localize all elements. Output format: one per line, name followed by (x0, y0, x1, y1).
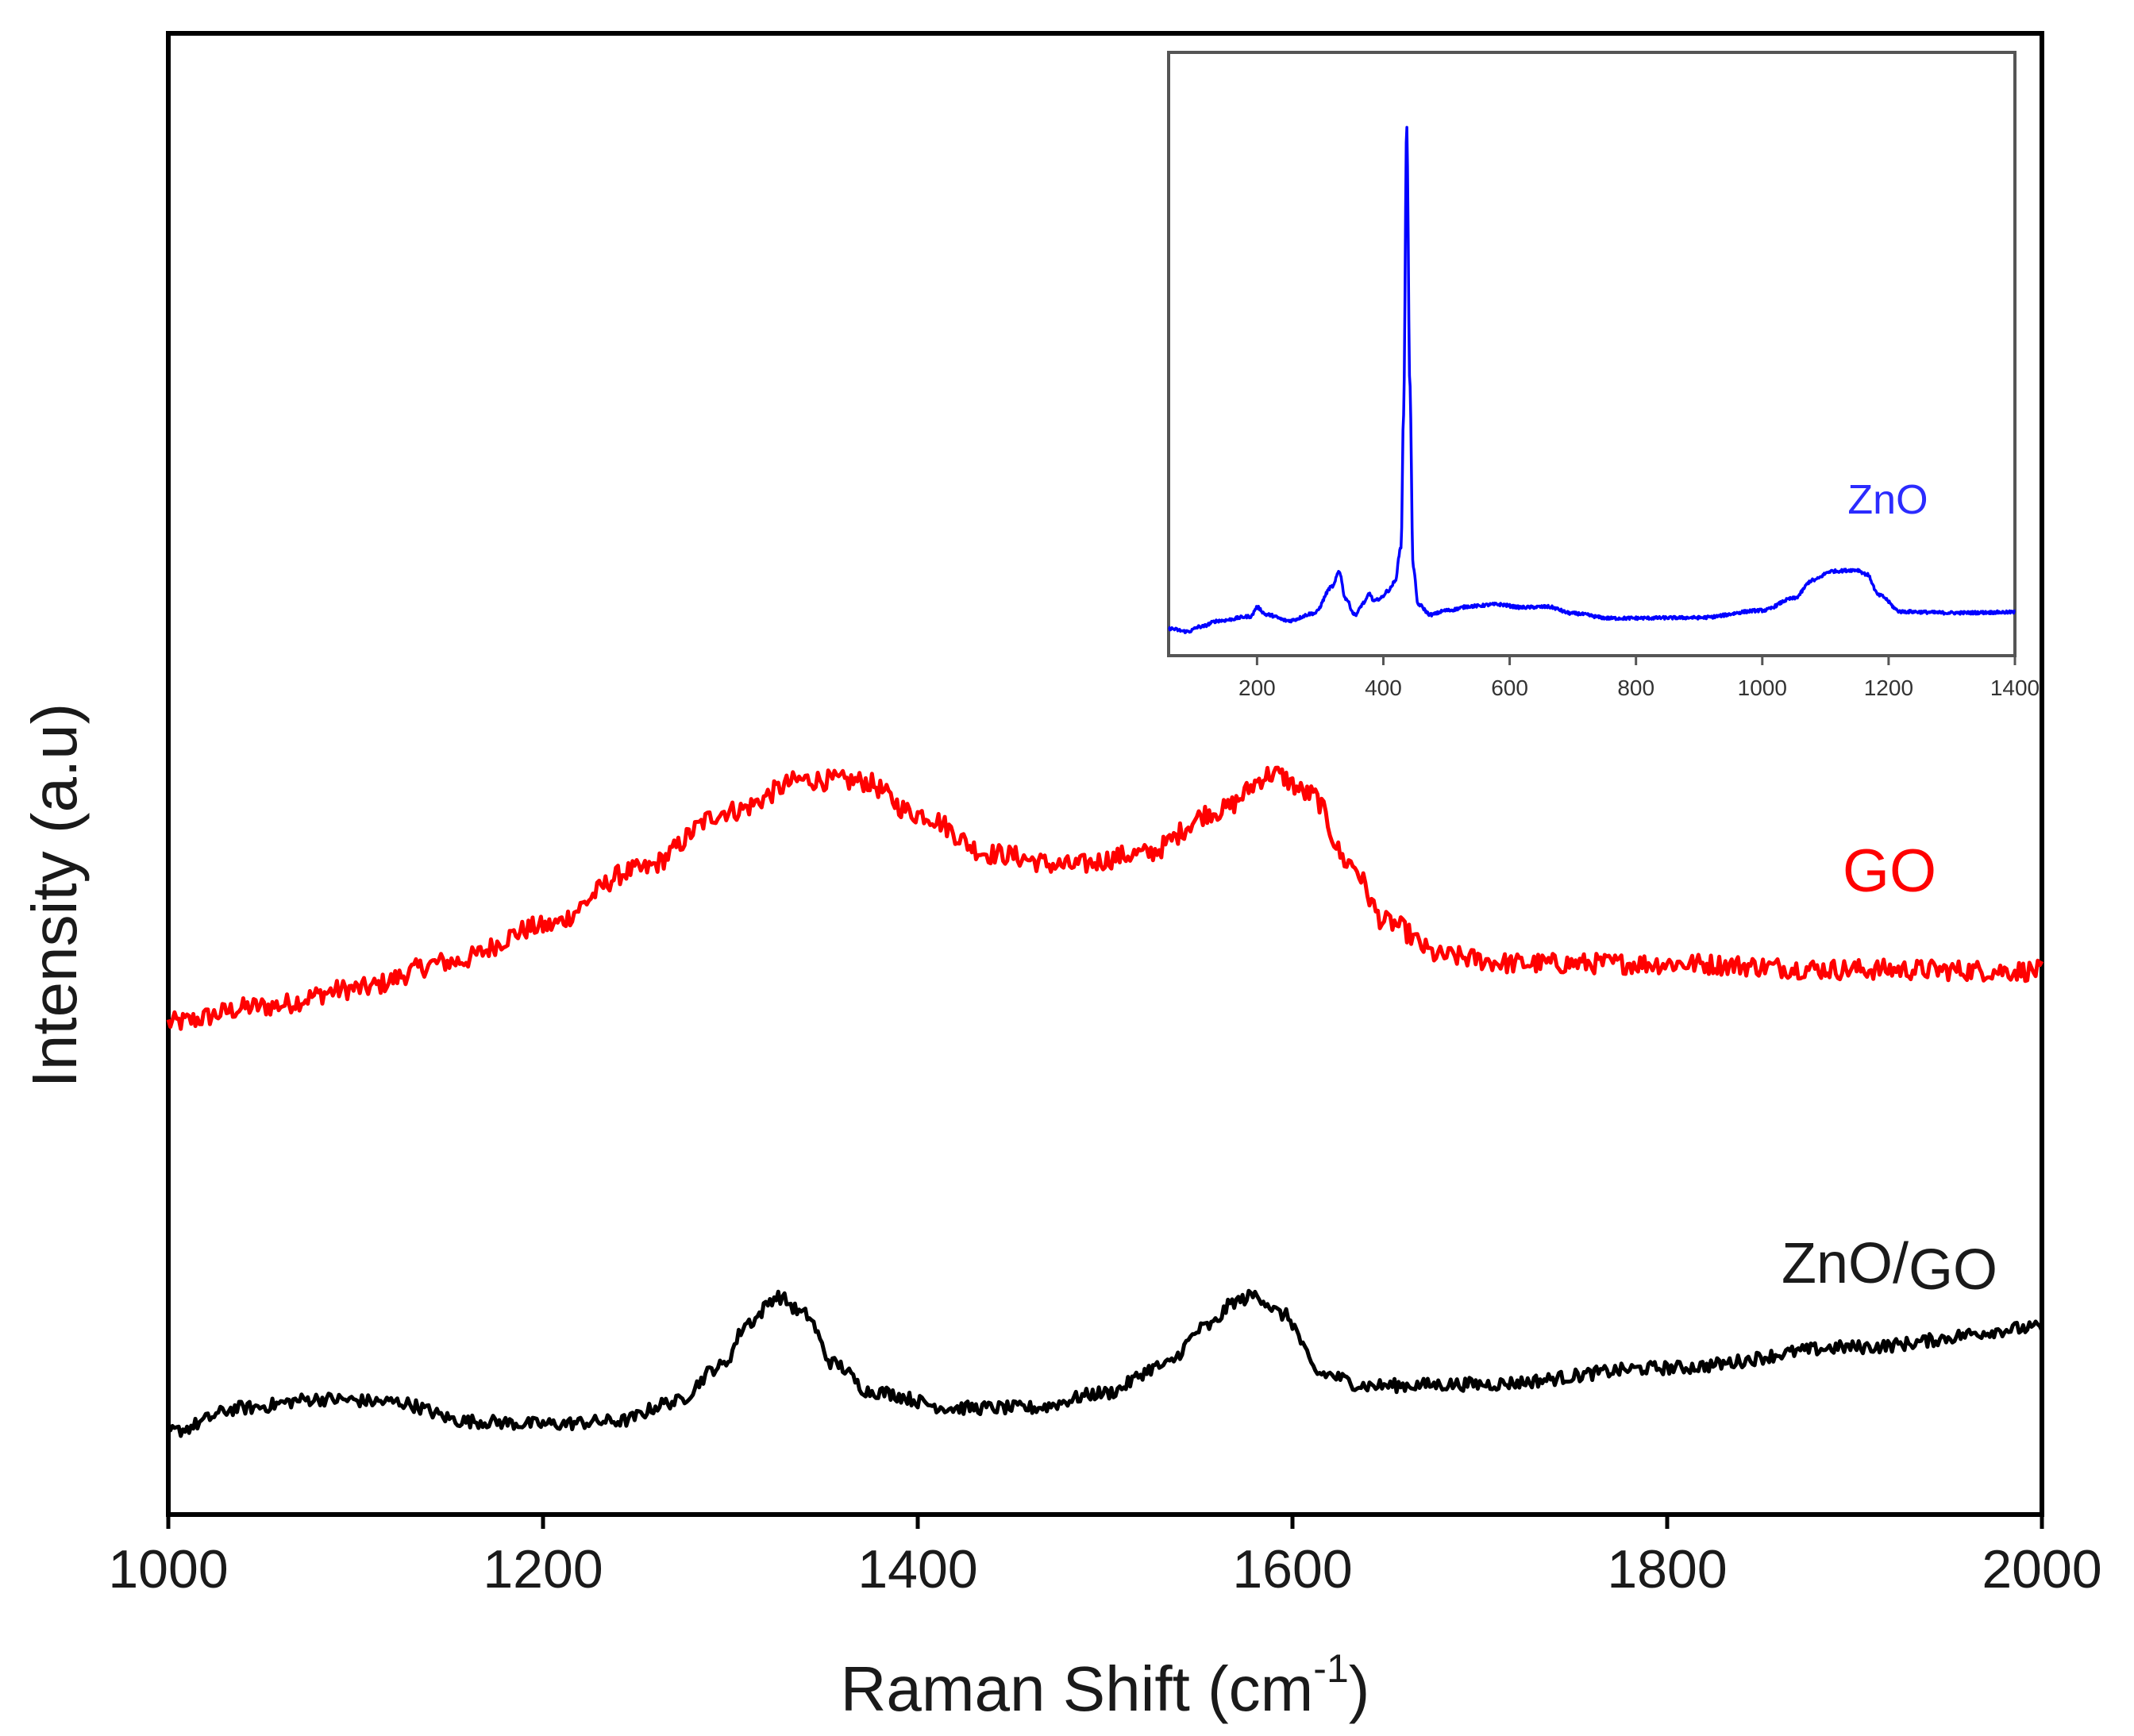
main-x-tick-label: 1200 (483, 1539, 603, 1599)
main-x-ticks (166, 1515, 2044, 1529)
inset-series-zno (1168, 125, 2017, 634)
main-x-tick-label: 2000 (1982, 1539, 2101, 1599)
inset-x-tick-label: 200 (1238, 676, 1276, 700)
zno-go-series-label: ZnO/GO (1782, 1232, 1997, 1302)
x-axis-title-close: ) (1349, 1653, 1370, 1724)
zno-go-label-main: ZnO/ (1782, 1232, 1909, 1295)
inset-x-ticks (1255, 656, 2017, 665)
inset-x-tick-label: 1200 (1864, 676, 1913, 700)
main-x-tick-label: 1800 (1607, 1539, 1727, 1599)
main-series-group (166, 765, 2044, 1438)
inset-x-tick-label: 1000 (1738, 676, 1787, 700)
x-axis-title-superscript: -1 (1313, 1646, 1348, 1691)
inset-series-group (1168, 125, 2017, 634)
main-x-tick-label: 1000 (108, 1539, 228, 1599)
main-x-tick-label: 1600 (1232, 1539, 1352, 1599)
x-axis-title-main: Raman Shift (cm (841, 1653, 1314, 1724)
main-plot-frame (166, 31, 2044, 1517)
inset-x-tick-label: 800 (1617, 676, 1654, 700)
inset-x-tick-label: 1400 (1990, 676, 2040, 700)
main-series-go (166, 765, 2044, 1031)
main-x-tick-label: 1400 (857, 1539, 977, 1599)
inset-plot-frame (1167, 51, 2017, 657)
inset-x-tick-label: 600 (1491, 676, 1528, 700)
x-axis-title: Raman Shift (cm-1) (841, 1646, 1370, 1724)
go-series-label: GO (1843, 837, 1936, 905)
main-x-tick-labels: 1000 1200 1400 1600 1800 2000 (108, 1539, 2101, 1599)
y-axis-title: Intensity (a.u) (19, 703, 90, 1088)
zno-series-label: ZnO (1847, 477, 1928, 523)
zno-go-label-tail: GO (1909, 1238, 1997, 1302)
main-series-zno-go (166, 1288, 2044, 1438)
inset-x-tick-label: 400 (1365, 676, 1402, 700)
inset-x-tick-labels: 200 400 600 800 1000 1200 1400 (1238, 676, 2040, 700)
inset-chart: 200 400 600 800 1000 1200 1400 ZnO (1167, 51, 2040, 700)
main-chart: 1000 1200 1400 1600 1800 2000 GO ZnO/GO Raman… (19, 31, 2102, 1724)
